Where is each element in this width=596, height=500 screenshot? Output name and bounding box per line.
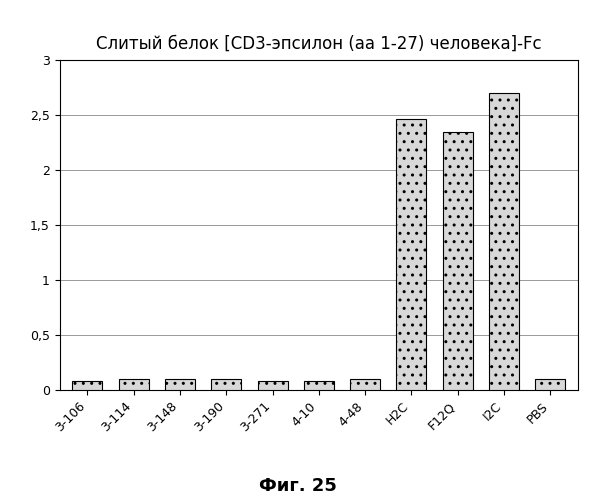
Bar xyxy=(72,381,103,390)
Bar xyxy=(535,379,566,390)
Bar xyxy=(304,381,334,390)
Bar xyxy=(165,379,195,390)
Bar xyxy=(489,93,519,390)
Title: Слитый белок [CD3-эпсилон (аа 1-27) человека]-Fc: Слитый белок [CD3-эпсилон (аа 1-27) чело… xyxy=(96,35,542,53)
Bar xyxy=(350,379,380,390)
Bar xyxy=(443,132,473,390)
Bar xyxy=(119,379,149,390)
Bar xyxy=(396,120,427,390)
Text: Фиг. 25: Фиг. 25 xyxy=(259,477,337,495)
Bar xyxy=(257,381,288,390)
Bar xyxy=(211,379,241,390)
